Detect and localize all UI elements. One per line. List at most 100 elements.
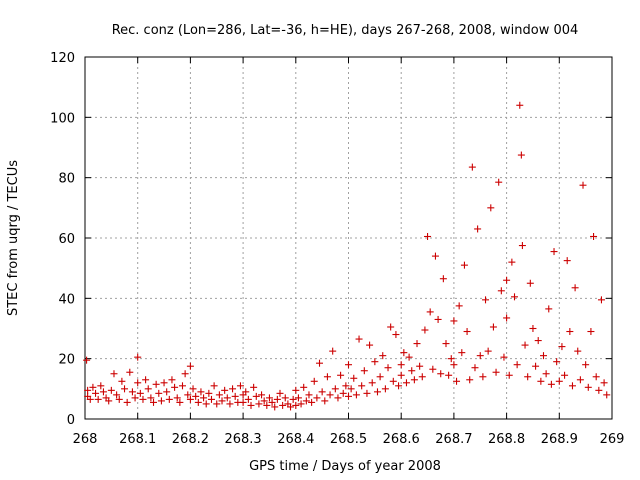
data-point	[152, 380, 160, 388]
data-point	[495, 178, 503, 186]
data-point	[408, 367, 416, 375]
data-point	[326, 391, 334, 399]
data-point	[384, 364, 392, 372]
data-point	[368, 379, 376, 387]
y-tick-label: 40	[58, 292, 75, 307]
data-point	[337, 371, 345, 379]
data-point	[397, 371, 405, 379]
data-point	[529, 325, 537, 332]
data-point	[563, 257, 571, 265]
data-point	[197, 388, 205, 396]
data-point	[355, 335, 363, 343]
y-tick-label: 120	[50, 51, 75, 66]
data-point	[247, 401, 255, 409]
data-point	[487, 204, 495, 212]
data-point	[186, 362, 194, 370]
data-point	[136, 389, 144, 397]
data-point	[168, 376, 176, 384]
x-tick-label: 268.8	[488, 432, 525, 447]
data-point	[597, 296, 605, 304]
data-point	[258, 391, 266, 399]
data-point	[115, 395, 123, 403]
data-point	[345, 392, 352, 400]
data-point	[221, 386, 229, 394]
data-point	[215, 391, 223, 399]
data-point	[360, 367, 368, 375]
data-point	[392, 331, 400, 339]
data-point	[513, 361, 521, 369]
data-point	[474, 225, 482, 233]
data-point	[426, 308, 434, 316]
data-point	[194, 398, 202, 406]
data-point	[213, 400, 221, 408]
data-point	[479, 373, 487, 381]
data-point	[587, 328, 595, 336]
data-point	[342, 382, 350, 390]
data-point	[350, 374, 358, 382]
data-point	[471, 364, 479, 372]
data-point	[566, 328, 574, 336]
data-point	[239, 398, 247, 406]
x-tick-label: 268	[73, 432, 98, 447]
data-point	[334, 394, 342, 402]
data-point	[157, 397, 165, 405]
data-point	[318, 388, 326, 396]
data-point	[171, 383, 179, 391]
data-point	[489, 323, 497, 331]
data-point	[252, 392, 260, 400]
data-point	[134, 353, 142, 361]
data-point	[92, 389, 100, 397]
data-point	[402, 379, 410, 387]
data-point	[163, 388, 171, 396]
data-point	[455, 302, 463, 310]
data-point	[431, 252, 439, 260]
data-point	[592, 373, 600, 381]
data-point	[107, 386, 115, 394]
data-point	[347, 385, 355, 393]
data-point	[134, 379, 142, 387]
data-point	[434, 315, 442, 323]
data-point	[176, 398, 184, 406]
data-point	[590, 232, 598, 240]
data-point	[511, 293, 519, 301]
data-point	[413, 340, 421, 348]
data-point	[497, 287, 505, 295]
data-point	[310, 377, 318, 385]
data-points	[83, 101, 611, 411]
data-point	[447, 355, 455, 363]
data-point	[260, 397, 268, 405]
data-point	[289, 395, 297, 403]
data-point	[292, 401, 300, 409]
data-point	[466, 376, 474, 384]
data-point	[582, 361, 590, 369]
data-point	[579, 181, 587, 189]
x-tick-label: 269	[600, 432, 625, 447]
data-point	[86, 395, 94, 403]
data-point	[294, 394, 302, 402]
data-point	[445, 371, 453, 379]
data-point	[389, 377, 397, 385]
data-point	[210, 382, 218, 390]
data-point	[450, 361, 458, 369]
data-point	[532, 362, 540, 370]
x-tick-label: 268.3	[224, 432, 261, 447]
data-point	[165, 395, 173, 403]
data-point	[476, 352, 484, 360]
data-point	[236, 382, 244, 390]
y-axis-title: STEC from uqrg / TECUs	[6, 160, 21, 316]
data-point	[331, 385, 339, 393]
data-point	[405, 353, 413, 361]
data-point	[442, 340, 450, 348]
data-point	[300, 383, 308, 391]
data-point	[503, 276, 511, 284]
data-point	[202, 400, 210, 408]
data-point	[89, 383, 97, 391]
data-point	[371, 358, 379, 366]
data-point	[410, 376, 418, 384]
data-point	[600, 379, 608, 387]
data-point	[568, 382, 576, 390]
data-point	[429, 365, 437, 373]
data-point	[268, 398, 276, 406]
data-point	[105, 397, 113, 405]
